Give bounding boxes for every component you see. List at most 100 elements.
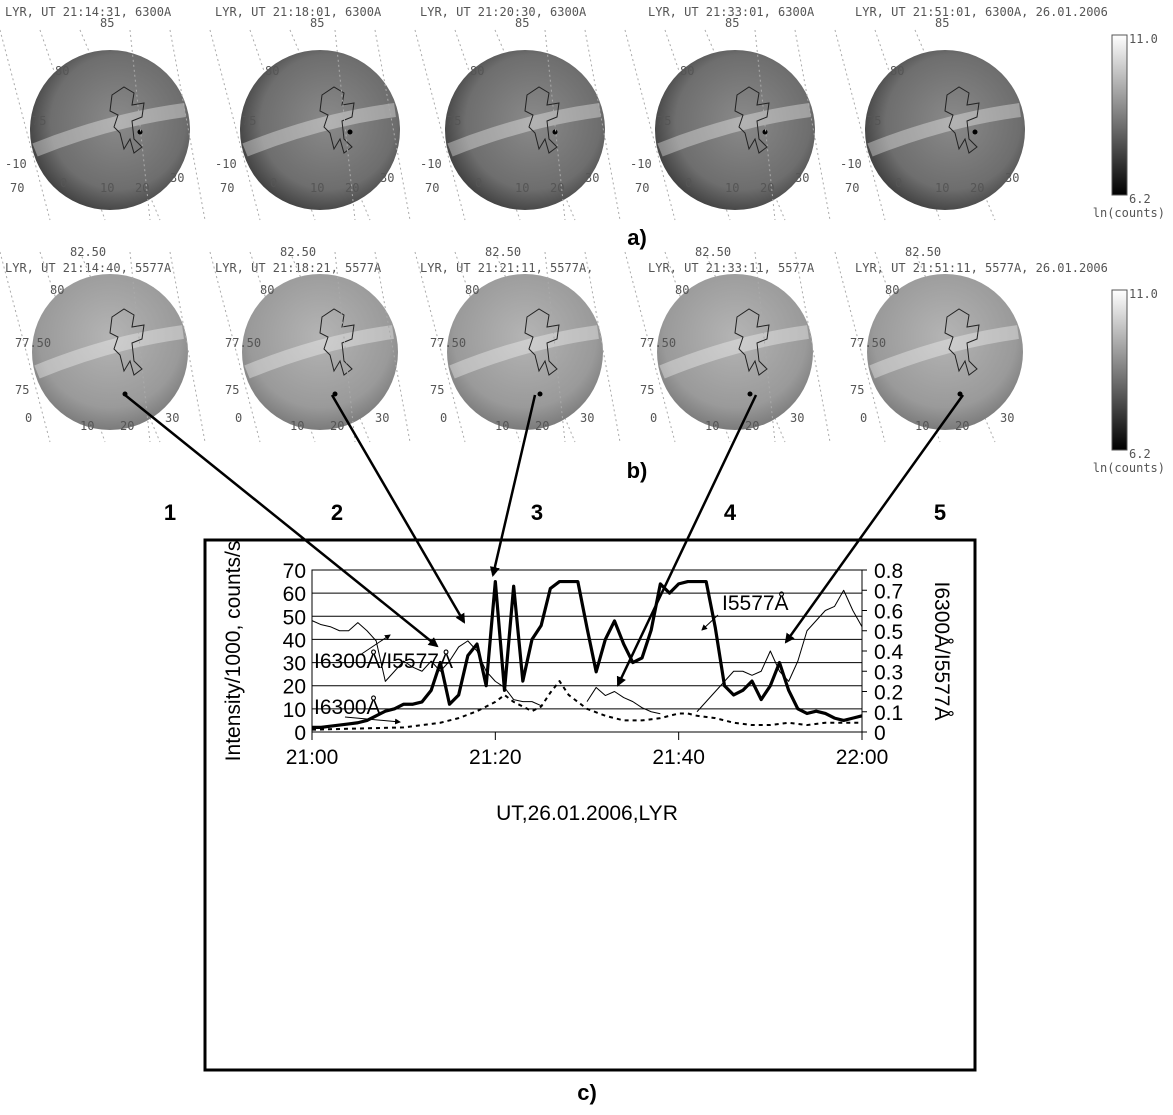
chart-label: c): [577, 1080, 597, 1105]
grid-label: 0: [860, 411, 867, 425]
grid-label: 10: [935, 181, 949, 195]
grid-label: 77.50: [225, 336, 261, 350]
grid-label: 0: [270, 176, 277, 190]
grid-label: 0: [475, 176, 482, 190]
marker-number: 4: [724, 500, 737, 525]
grid-label: 75: [15, 383, 29, 397]
grid-label: 0: [650, 411, 657, 425]
chart: 01020304050607000.10.20.30.40.50.60.70.8…: [222, 541, 953, 1105]
y2-tick-label: 0.5: [874, 621, 903, 644]
grid-label: 30: [170, 171, 184, 185]
grid-label: 0: [895, 176, 902, 190]
grid-label: 77.50: [15, 336, 51, 350]
grid-label: 80: [885, 283, 899, 297]
image-panels: LYR, UT 21:14:31, 6300A858075-1070010203…: [0, 5, 1165, 525]
grid-label: 30: [165, 411, 179, 425]
colorbar-max: 11.0: [1129, 287, 1158, 301]
series-annotation: I6300Å/I5577Å: [314, 650, 453, 673]
grid-label: 85: [100, 16, 114, 30]
grid-label: -10: [5, 157, 27, 171]
colorbar-unit: ln(counts): [1093, 461, 1165, 475]
grid-label: 82.50: [280, 245, 316, 259]
grid-label: 30: [585, 171, 599, 185]
y-tick-label: 10: [283, 699, 306, 722]
grid-label: 85: [515, 16, 529, 30]
grid-label: 20: [955, 419, 969, 433]
grid-label: 82.50: [70, 245, 106, 259]
grid-label: 80: [470, 64, 484, 78]
grid-label: -10: [215, 157, 237, 171]
image-title: LYR, UT 21:14:40, 5577A: [5, 261, 172, 275]
grid-label: 75: [225, 383, 239, 397]
grid-label: -10: [630, 157, 652, 171]
x-tick-label: 21:40: [652, 746, 705, 769]
panel-label: b): [627, 458, 648, 483]
grid-label: 30: [1000, 411, 1014, 425]
x-axis-title: UT,26.01.2006,LYR: [496, 802, 678, 825]
grid-label: 30: [580, 411, 594, 425]
y2-tick-label: 0.8: [874, 560, 903, 583]
grid-label: 75: [640, 383, 654, 397]
grid-label: 77.50: [850, 336, 886, 350]
grid-label: 10: [290, 419, 304, 433]
grid-label: 10: [725, 181, 739, 195]
grid-label: 85: [725, 16, 739, 30]
station: [348, 130, 353, 135]
grid-label: 80: [50, 283, 64, 297]
grid-label: 82.50: [905, 245, 941, 259]
grid-label: 30: [790, 411, 804, 425]
grid-label: 0: [685, 176, 692, 190]
arrow: [332, 395, 464, 622]
grid-label: 20: [760, 181, 774, 195]
marker-number: 2: [331, 500, 343, 525]
y2-tick-label: 0.1: [874, 702, 903, 725]
station: [973, 130, 978, 135]
grid-label: 80: [55, 64, 69, 78]
grid-label: 80: [265, 64, 279, 78]
y-tick-label: 40: [283, 629, 306, 652]
grid-label: 77.50: [430, 336, 466, 350]
grid-label: 20: [535, 419, 549, 433]
grid-label: 20: [970, 181, 984, 195]
grid-label: 85: [310, 16, 324, 30]
grid-label: 70: [845, 181, 859, 195]
series-line: [312, 681, 862, 730]
marker-number: 5: [934, 500, 946, 525]
grid-label: 10: [100, 181, 114, 195]
y2-tick-label: 0.7: [874, 580, 903, 603]
grid-label: 0: [25, 411, 32, 425]
grid-label: 20: [330, 419, 344, 433]
grid-label: -10: [420, 157, 442, 171]
image-title: LYR, UT 21:21:11, 5577A,: [420, 261, 593, 275]
colorbar-unit: ln(counts): [1093, 206, 1165, 220]
y-tick-label: 20: [283, 676, 306, 699]
grid-label: -10: [840, 157, 862, 171]
grid-label: 0: [235, 411, 242, 425]
grid-label: 10: [705, 419, 719, 433]
image-title: LYR, UT 21:51:01, 6300A, 26.01.2006: [855, 5, 1108, 19]
grid-label: 70: [425, 181, 439, 195]
grid-label: 75: [850, 383, 864, 397]
y2-tick-label: 0.2: [874, 682, 903, 705]
y2-tick-label: 0: [874, 722, 886, 745]
grid-label: 70: [635, 181, 649, 195]
image-title: LYR, UT 21:14:31, 6300A: [5, 5, 172, 19]
grid-label: 20: [550, 181, 564, 195]
grid-label: 80: [260, 283, 274, 297]
colorbar-max: 11.0: [1129, 32, 1158, 46]
grid-label: 70: [220, 181, 234, 195]
station: [538, 392, 543, 397]
station: [138, 130, 143, 135]
station: [553, 130, 558, 135]
image-title: LYR, UT 21:51:11, 5577A, 26.01.2006: [855, 261, 1108, 275]
image-title: LYR, UT 21:33:11, 5577A: [648, 261, 815, 275]
grid-label: 0: [60, 176, 67, 190]
y-axis-title: Intensity/1000, counts/s: [222, 541, 245, 762]
grid-label: 30: [1005, 171, 1019, 185]
series-annotation: I5577Å: [722, 592, 789, 615]
y-tick-label: 30: [283, 653, 306, 676]
y2-axis-title: I6300Å/I5577Å: [930, 582, 953, 721]
image-title: LYR, UT 21:18:21, 5577A: [215, 261, 382, 275]
grid-label: 30: [375, 411, 389, 425]
x-tick-label: 21:00: [286, 746, 339, 769]
